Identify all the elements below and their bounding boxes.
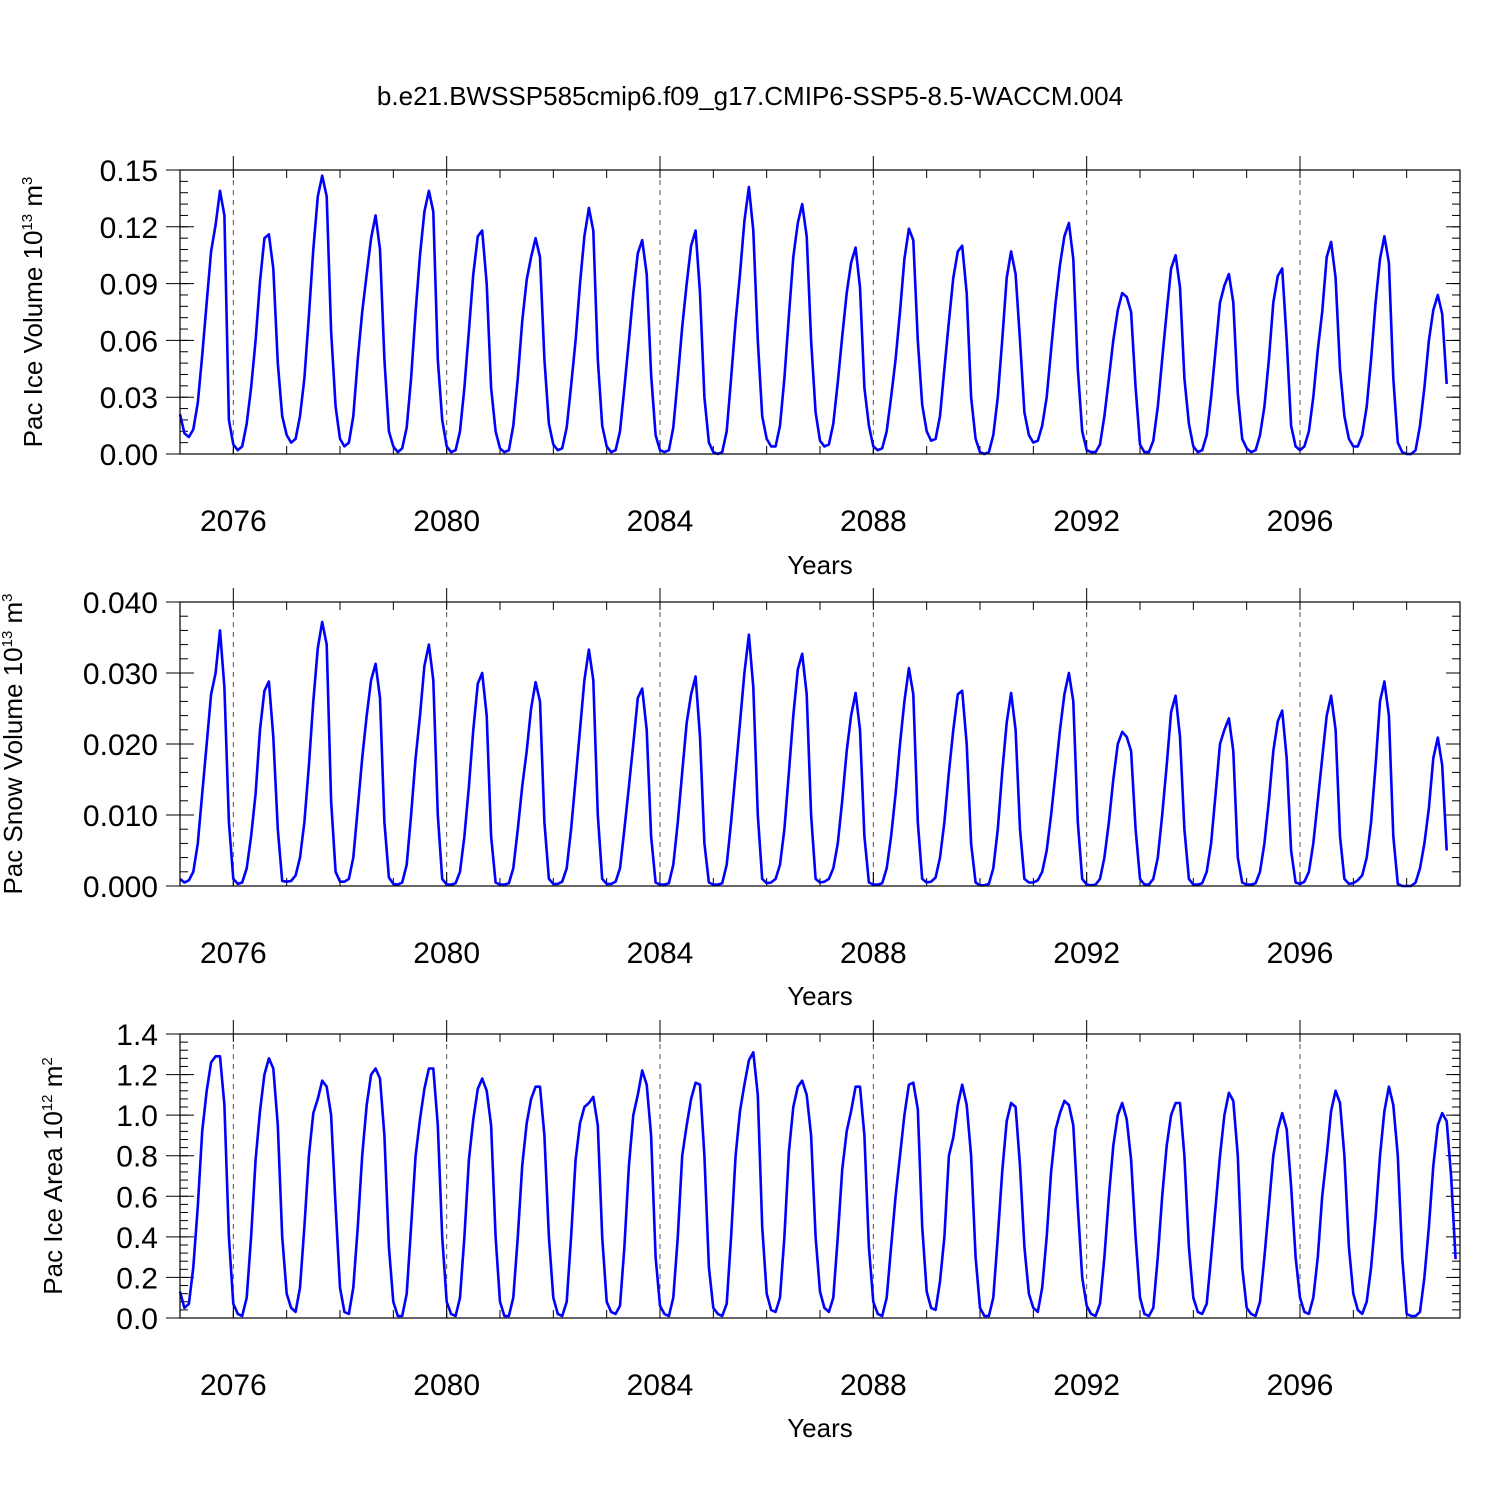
- x-tick-label: 2080: [413, 1369, 480, 1402]
- x-axis-title: Years: [787, 981, 853, 1011]
- y-axis-title-exponent: 13: [0, 631, 16, 648]
- y-tick-label: 0.8: [116, 1141, 158, 1174]
- y-tick-label: 0.010: [83, 800, 158, 833]
- y-tick-label: 0.040: [83, 587, 158, 620]
- x-axis-title: Years: [787, 1413, 853, 1443]
- panel-ice-volume: 0.00 0.03 0.06 0.09 0.12 0.15 2076 2080 2084 2088…: [18, 155, 1461, 580]
- x-tick-label: 2084: [627, 937, 694, 970]
- y-axis-title-unit: m: [0, 602, 28, 631]
- x-tick-label: 2088: [840, 937, 907, 970]
- y-tick-label: 1.4: [116, 1019, 158, 1052]
- plot-frame: [179, 169, 1461, 455]
- x-tick-label: 2088: [840, 1369, 907, 1402]
- x-tick-label: 2092: [1053, 505, 1120, 538]
- series-line: [179, 620, 1448, 888]
- y-axis-title-text: Pac Ice Volume 10: [18, 231, 48, 448]
- x-tick-label: 2096: [1267, 937, 1334, 970]
- y-tick-label: 0.09: [100, 269, 158, 302]
- figure-title: b.e21.BWSSP585cmip6.f09_g17.CMIP6-SSP5-8…: [377, 81, 1123, 111]
- y-tick-label: 0.06: [100, 325, 158, 358]
- plot-frame: [179, 601, 1461, 887]
- y-tick-label: 0.000: [83, 871, 158, 904]
- y-tick-label: 0.020: [83, 729, 158, 762]
- y-axis-title-exponent: 13: [19, 214, 36, 231]
- y-axis-title-unit: m: [38, 1066, 68, 1095]
- x-tick-label: 2080: [413, 505, 480, 538]
- y-tick-label: 0.0: [116, 1303, 158, 1336]
- y-tick-label: 1.0: [116, 1100, 158, 1133]
- y-tick-label: 0.030: [83, 658, 158, 691]
- plot-frame: [179, 1033, 1461, 1319]
- y-axis-title-text: Pac Snow Volume 10: [0, 647, 28, 894]
- x-tick-label: 2092: [1053, 937, 1120, 970]
- x-tick-label: 2084: [627, 1369, 694, 1402]
- x-tick-label: 2076: [200, 505, 267, 538]
- y-tick-label: 0.15: [100, 155, 158, 188]
- y-tick-label: 0.6: [116, 1181, 158, 1214]
- y-tick-label: 0.2: [116, 1262, 158, 1295]
- x-axis-title: Years: [787, 550, 853, 580]
- x-tick-label: 2096: [1267, 505, 1334, 538]
- x-tick-label: 2088: [840, 505, 907, 538]
- x-tick-label: 2080: [413, 937, 480, 970]
- y-axis-title: Pac Ice Volume 1013 m3: [18, 177, 48, 448]
- x-tick-label: 2096: [1267, 1369, 1334, 1402]
- y-tick-label: 0.4: [116, 1222, 158, 1255]
- y-tick-label: 0.03: [100, 382, 158, 415]
- series-line: [178, 1051, 1457, 1318]
- x-tick-label: 2084: [627, 505, 694, 538]
- y-tick-label: 0.00: [100, 439, 158, 472]
- y-tick-label: 1.2: [116, 1060, 158, 1093]
- y-tick-label: 0.12: [100, 212, 158, 245]
- y-axis-title-unit-exponent: 3: [0, 593, 16, 601]
- panel-snow-volume: 0.000 0.010 0.020 0.030 0.040 2076 2080 2084 208…: [0, 587, 1461, 1011]
- y-axis-title: Pac Snow Volume 1013 m3: [0, 593, 28, 894]
- series-line: [178, 174, 1448, 456]
- y-axis-title-unit-exponent: 2: [39, 1057, 56, 1065]
- x-tick-label: 2076: [200, 937, 267, 970]
- x-tick-label: 2092: [1053, 1369, 1120, 1402]
- y-axis-title-unit-exponent: 3: [19, 177, 36, 185]
- y-axis-title-unit: m: [18, 185, 48, 214]
- y-axis-title: Pac Ice Area 1012 m2: [38, 1057, 68, 1294]
- panel-ice-area: 0.0 0.2 0.4 0.6 0.8 1.0 1.2 1.4 2076 2080 2084 2088…: [38, 1019, 1461, 1443]
- y-axis-title-exponent: 12: [39, 1094, 56, 1111]
- y-axis-title-text: Pac Ice Area 10: [38, 1111, 68, 1295]
- x-tick-label: 2076: [200, 1369, 267, 1402]
